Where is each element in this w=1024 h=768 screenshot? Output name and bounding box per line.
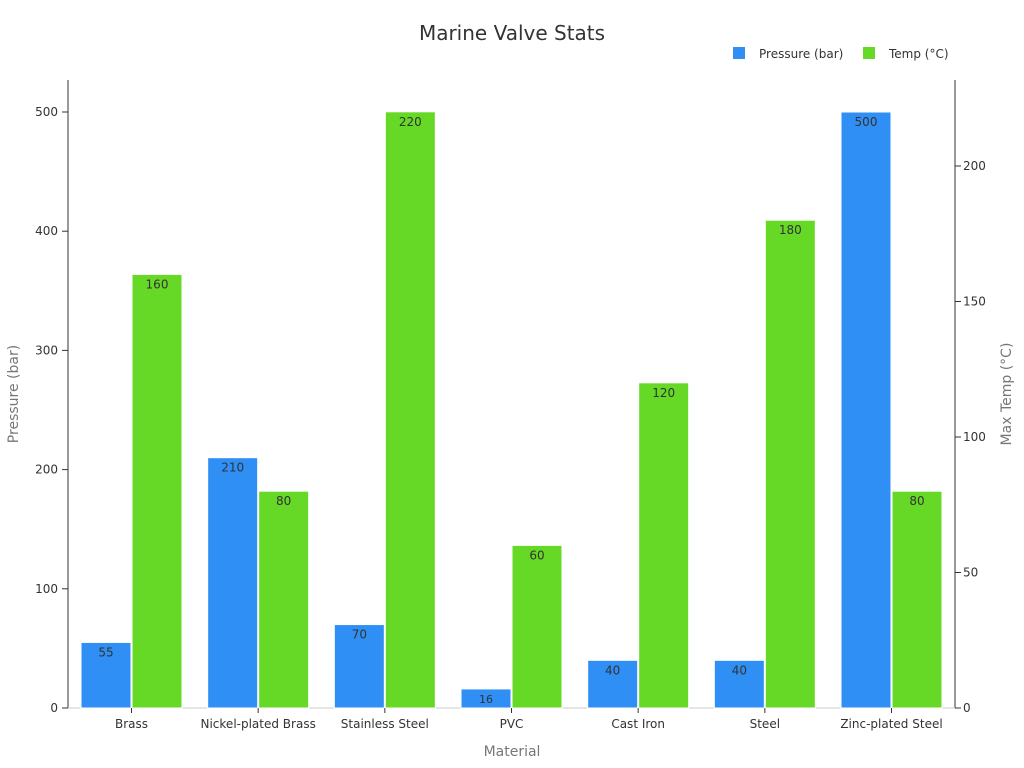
pressure-bar-2 (333, 624, 385, 709)
right-tick-label-0: 0 (963, 701, 971, 715)
pressure-bar-0 (80, 641, 132, 709)
temp-bar-6 (891, 490, 943, 709)
chart-title: Marine Valve Stats (419, 21, 605, 45)
temp-bar-2 (384, 111, 436, 709)
legend-temp-swatch (863, 47, 875, 59)
temp-label-0: 160 (146, 277, 169, 291)
x-axis-label: Material (484, 744, 541, 760)
pressure-bar-5 (713, 659, 765, 709)
right-axis-ticks: 0 50 100 150 200 (955, 159, 986, 715)
pressure-label-4: 40 (605, 663, 620, 677)
temp-label-1: 80 (276, 494, 291, 508)
right-y-axis-label: Max Temp (°C) (999, 343, 1015, 446)
left-tick-label-5: 500 (35, 105, 58, 119)
temp-bar-0 (131, 273, 183, 709)
temp-label-6: 80 (909, 494, 924, 508)
temp-bar-1 (258, 490, 310, 709)
left-tick-label-4: 400 (35, 224, 58, 238)
pressure-bar-1 (207, 457, 259, 709)
right-tick-label-2: 100 (963, 430, 986, 444)
legend: Pressure (bar) Temp (°C) (733, 47, 949, 61)
temp-bar-3 (511, 544, 563, 709)
category-label-5: Steel (750, 717, 780, 731)
legend-pressure-swatch (733, 47, 745, 59)
legend-pressure-label: Pressure (bar) (759, 47, 843, 61)
pressure-bar-4 (587, 659, 639, 709)
pressure-label-1: 210 (221, 461, 244, 475)
legend-temp-label: Temp (°C) (888, 47, 949, 61)
right-tick-label-1: 50 (963, 566, 978, 580)
left-tick-label-2: 200 (35, 463, 58, 477)
temp-label-5: 180 (779, 223, 802, 237)
left-y-axis-label: Pressure (bar) (6, 345, 22, 443)
temp-bar-4 (638, 382, 690, 709)
left-tick-label-1: 100 (35, 582, 58, 596)
category-label-6: Zinc-plated Steel (840, 717, 942, 731)
x-axis-category-labels: Brass Nickel-plated Brass Stainless Steel P… (115, 708, 943, 731)
pressure-label-6: 500 (855, 115, 878, 129)
left-tick-label-3: 300 (35, 343, 58, 357)
category-label-2: Stainless Steel (341, 717, 429, 731)
right-tick-label-3: 150 (963, 295, 986, 309)
pressure-label-5: 40 (732, 663, 747, 677)
pressure-bar-6 (840, 111, 892, 709)
category-label-4: Cast Iron (611, 717, 665, 731)
category-label-3: PVC (500, 717, 524, 731)
temp-label-3: 60 (529, 548, 544, 562)
category-label-0: Brass (115, 717, 148, 731)
pressure-bar-3 (460, 688, 512, 709)
pressure-label-0: 55 (98, 645, 113, 659)
temp-bar-5 (764, 219, 816, 709)
left-tick-label-0: 0 (50, 701, 58, 715)
bar-labels-layer: 55 160 210 80 70 220 16 60 40 120 40 180 500 80 (98, 115, 924, 706)
temp-label-4: 120 (652, 386, 675, 400)
category-label-1: Nickel-plated Brass (201, 717, 316, 731)
right-tick-label-4: 200 (963, 159, 986, 173)
bars-layer (80, 111, 943, 709)
pressure-label-3: 16 (479, 693, 493, 706)
pressure-label-2: 70 (352, 628, 367, 642)
left-axis-ticks: 0 100 200 300 400 500 (35, 105, 68, 715)
temp-label-2: 220 (399, 115, 422, 129)
